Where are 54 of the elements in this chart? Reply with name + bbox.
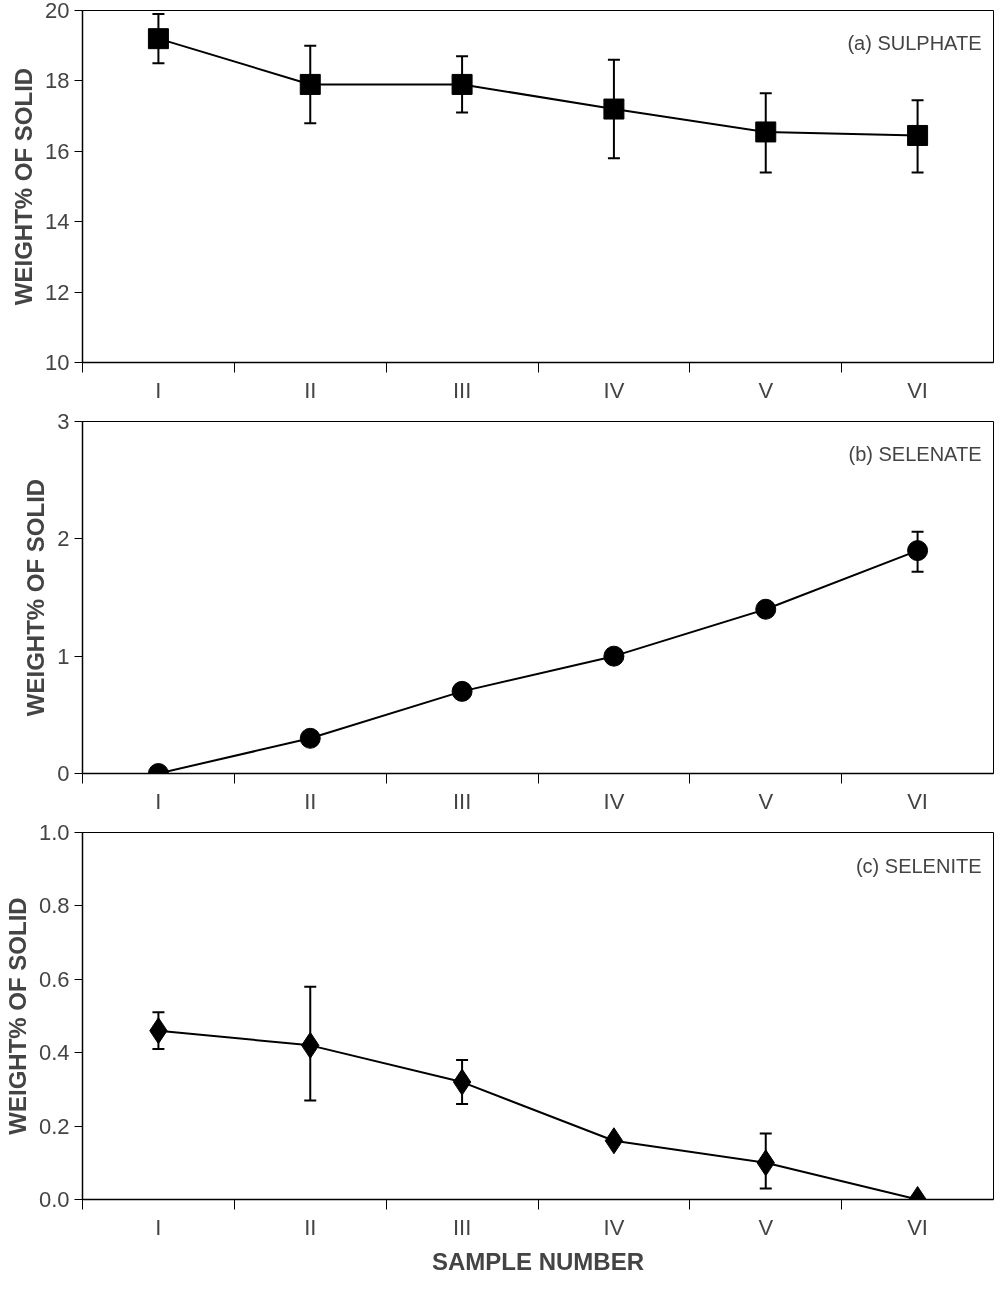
y-tick-label: 10	[45, 350, 70, 375]
point	[755, 121, 777, 143]
annotation: (c) SELENITE	[855, 854, 982, 877]
y-tick-label: 1	[57, 643, 70, 669]
x-tick-label: V	[758, 1214, 774, 1240]
x-tick-label: II	[304, 788, 317, 814]
x-tick-label: I	[155, 377, 162, 403]
x-tick-label: V	[758, 377, 774, 403]
x-tick-label: III	[452, 788, 472, 814]
y-tick-label: 14	[45, 209, 70, 235]
y-tick-label: 2	[57, 526, 70, 552]
y-tick-label: 0.8	[38, 893, 70, 919]
point	[907, 540, 929, 562]
x-tick-label: IV	[603, 1214, 625, 1240]
x-tick-label: VI	[907, 1214, 928, 1240]
point	[452, 1068, 472, 1096]
point	[604, 1127, 624, 1155]
y-axis-title: WEIGHT% OF SOLID	[10, 67, 38, 306]
x-tick-label: V	[758, 788, 774, 814]
point	[299, 73, 321, 95]
x-axis-title: SAMPLE NUMBER	[432, 1247, 645, 1275]
x-tick-label: IV	[603, 788, 625, 814]
point	[147, 28, 169, 50]
x-tick-label: III	[452, 377, 472, 403]
y-tick-label: 0.6	[38, 966, 70, 992]
y-tick-label: 0.2	[38, 1113, 70, 1139]
point	[299, 727, 321, 749]
y-tick-label: 1.0	[38, 820, 70, 845]
y-tick-label: 0.0	[38, 1187, 70, 1212]
point	[907, 124, 929, 146]
y-axis-title: WEIGHT% OF SOLID	[22, 478, 50, 717]
y-tick-label: 0	[57, 761, 70, 786]
x-tick-label: I	[155, 788, 162, 814]
x-tick-label: IV	[603, 377, 625, 403]
point	[603, 98, 625, 120]
point	[603, 645, 625, 667]
x-tick-label: I	[155, 1214, 162, 1240]
x-tick-label: II	[304, 377, 317, 403]
y-axis-title: WEIGHT% OF SOLID	[3, 897, 31, 1135]
annotation: (a) SULPHATE	[847, 31, 982, 54]
y-tick-label: 18	[45, 68, 70, 94]
y-tick-label: 3	[57, 409, 70, 434]
x-tick-label: VI	[907, 377, 928, 403]
point	[451, 680, 473, 702]
point	[755, 598, 777, 620]
x-tick-label: II	[304, 1214, 317, 1240]
y-tick-label: 16	[45, 138, 70, 164]
y-tick-label: 20	[45, 0, 70, 23]
x-tick-label: VI	[907, 788, 928, 814]
y-tick-label: 12	[45, 279, 70, 305]
annotation: (b) SELENATE	[848, 442, 982, 465]
point	[451, 73, 473, 95]
x-tick-label: III	[452, 1214, 472, 1240]
y-tick-label: 0.4	[38, 1040, 70, 1066]
